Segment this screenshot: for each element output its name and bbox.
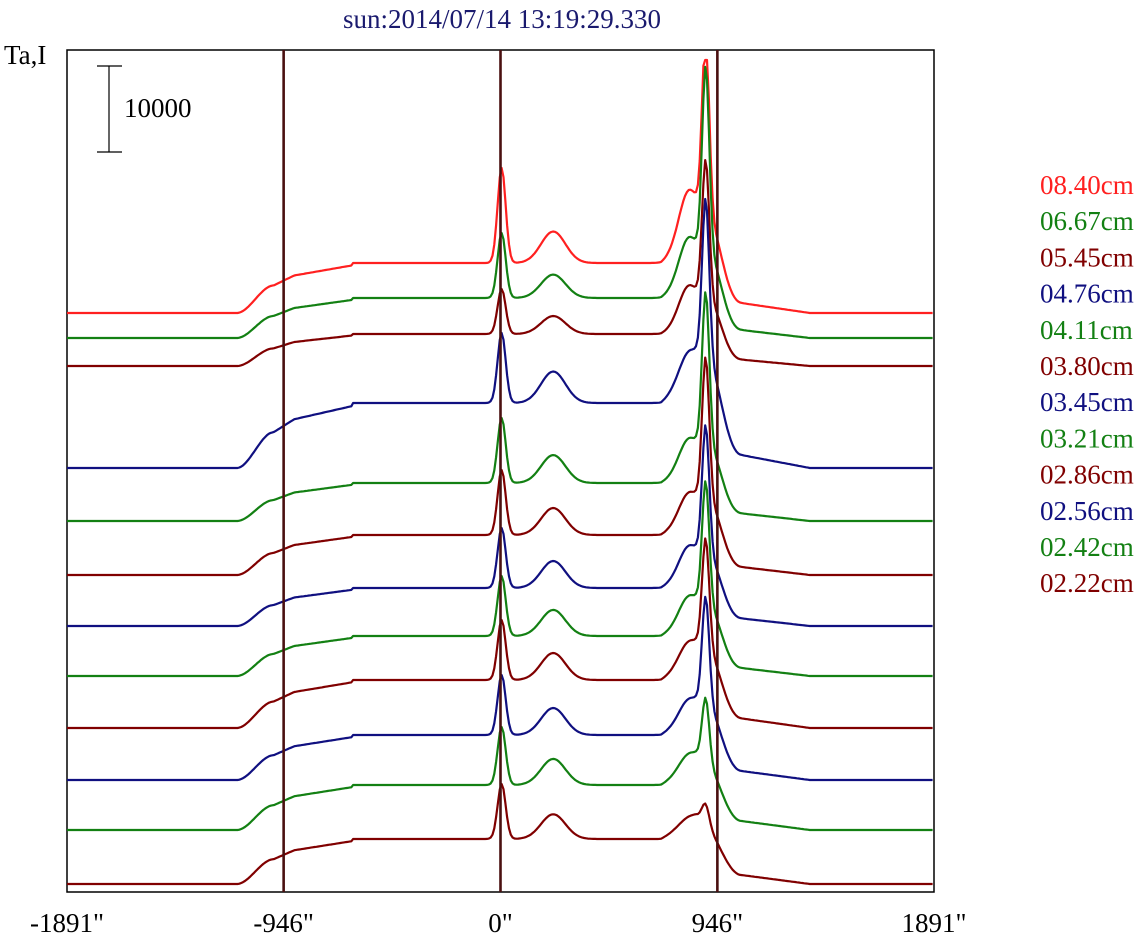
reference-lines [282, 50, 719, 892]
legend-item-3: 04.76cm [1040, 279, 1134, 309]
x-tick-labels: -1891" -946" 0" 946" 1891" [30, 908, 967, 938]
x-tick-label-4: 1891" [901, 908, 966, 938]
y-axis-label: Ta,I [4, 40, 46, 70]
legend-item-10: 02.42cm [1040, 532, 1134, 562]
legend-item-7: 03.21cm [1040, 423, 1134, 453]
legend-item-0: 08.40cm [1040, 170, 1134, 200]
legend-item-11: 02.22cm [1040, 568, 1134, 598]
x-tick-label-1: -946" [253, 908, 314, 938]
x-tick-label-3: 946" [692, 908, 744, 938]
legend-item-1: 06.67cm [1040, 206, 1134, 236]
legend-item-6: 03.45cm [1040, 387, 1134, 417]
legend: 08.40cm 06.67cm 05.45cm 04.76cm 04.11cm 03.80… [1040, 170, 1134, 598]
x-tick-label-2: 0" [488, 908, 513, 938]
legend-item-9: 02.56cm [1040, 496, 1134, 526]
scale-bar: 10000 [97, 65, 192, 153]
chart-title: sun:2014/07/14 13:19:29.330 [343, 4, 661, 34]
legend-item-2: 05.45cm [1040, 242, 1134, 272]
x-tick-label-0: -1891" [30, 908, 104, 938]
legend-item-8: 02.86cm [1040, 460, 1134, 490]
legend-item-4: 04.11cm [1040, 315, 1133, 345]
legend-item-5: 03.80cm [1040, 351, 1134, 381]
scale-bar-label: 10000 [124, 93, 192, 123]
